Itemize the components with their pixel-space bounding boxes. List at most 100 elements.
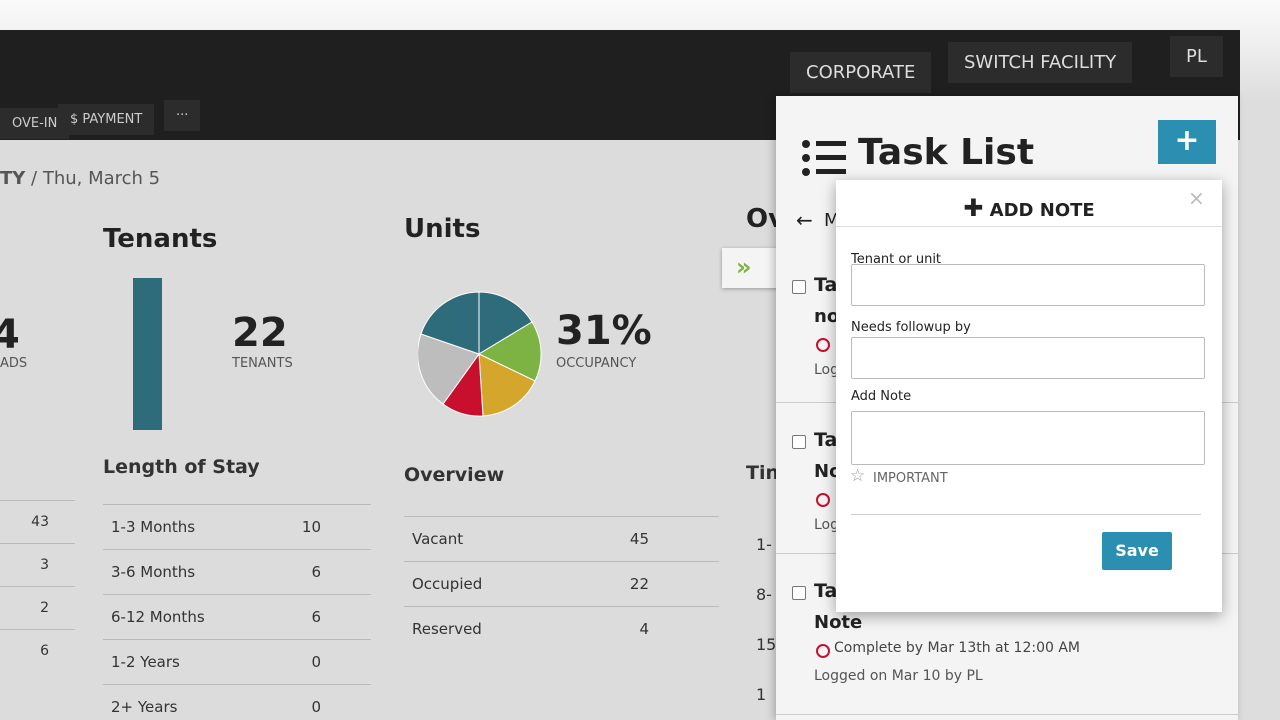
due-icon <box>816 493 830 507</box>
overview-title: Overview <box>404 464 505 486</box>
table-row: 6-12 Months 6 <box>103 594 371 639</box>
important-label[interactable]: IMPORTANT <box>873 471 948 486</box>
table-row: 2+ Years 0 <box>103 684 371 720</box>
filter-label: M <box>824 210 840 231</box>
back-arrow[interactable]: ← <box>796 208 813 232</box>
fourth-table: 1- 8- 15 1 <box>756 520 786 720</box>
divider <box>851 514 1201 515</box>
stay-title: Length of Stay <box>103 456 260 478</box>
user-button[interactable]: PL <box>1170 36 1223 77</box>
note-label: Add Note <box>851 389 912 404</box>
table-row: 1 <box>756 685 767 704</box>
row-label: Reserved <box>412 620 482 638</box>
table-row: 15 <box>756 635 777 654</box>
task-checkbox[interactable] <box>792 280 806 294</box>
table-row: Reserved 4 <box>404 606 719 651</box>
table-row: 3-6 Months 6 <box>103 549 371 594</box>
occupancy-label: OCCUPANCY <box>556 356 637 371</box>
row-value: 6 <box>40 643 49 659</box>
task-list-title: Task List <box>858 132 1035 173</box>
row-value: 4 <box>639 620 649 638</box>
due-icon <box>816 338 830 352</box>
tenant-label: Tenant or unit <box>851 252 942 267</box>
stay-table: 1-3 Months 10 3-6 Months 6 6-12 Months 6 1-2 Y… <box>103 504 371 720</box>
dashboard <box>0 140 790 720</box>
task-due: Complete by Mar 13th at 12:00 AM <box>834 640 1081 656</box>
date: / Thu, March 5 <box>31 168 161 189</box>
pie-slice <box>478 291 533 355</box>
move-in-button[interactable]: OVE-IN <box>0 108 70 139</box>
row-value: 0 <box>311 653 321 671</box>
payment-button[interactable]: $ PAYMENT <box>58 104 155 135</box>
occupancy-value: 31% <box>556 308 652 354</box>
plus-icon: ✚ <box>963 194 984 222</box>
corporate-button[interactable]: CORPORATE <box>790 52 932 93</box>
task-title: Ta <box>814 429 838 451</box>
table-row: 6 <box>0 629 75 672</box>
tenants-title: Tenants <box>103 224 218 254</box>
table-row: 3 <box>0 543 75 586</box>
add-task-button[interactable]: + <box>1158 120 1216 164</box>
leads-count: 4 <box>0 312 20 358</box>
row-value: 45 <box>629 530 649 548</box>
due-icon <box>816 644 830 658</box>
table-row: 43 <box>0 500 75 543</box>
units-title: Units <box>404 214 481 244</box>
popup-title: ADD NOTE <box>989 200 1095 221</box>
task-checkbox[interactable] <box>792 435 806 449</box>
row-value: 0 <box>311 698 321 716</box>
tenants-bar <box>133 278 162 430</box>
row-value: 22 <box>629 575 649 593</box>
row-value: 3 <box>40 557 49 573</box>
row-label: Vacant <box>412 530 464 548</box>
row-value: 6 <box>311 563 321 581</box>
panel-toggle[interactable]: » <box>722 248 782 288</box>
table-row: 1- <box>756 535 772 554</box>
task-type: no <box>814 306 840 327</box>
task-title: Ta <box>814 274 838 296</box>
breadcrumb: TY / Thu, March 5 <box>0 168 160 189</box>
pie-slice <box>418 333 480 405</box>
note-input[interactable] <box>851 411 1205 465</box>
task-type: Note <box>814 612 863 633</box>
important-star[interactable]: ☆ <box>850 466 866 486</box>
more-button[interactable]: ··· <box>164 100 201 131</box>
task-logged: Logged on Mar 10 by PL <box>814 668 983 684</box>
leads-label: ADS <box>0 356 28 371</box>
table-row: 2 <box>0 586 75 629</box>
row-label: Occupied <box>412 575 483 593</box>
tenants-label: TENANTS <box>232 356 293 371</box>
followup-input[interactable] <box>851 337 1205 379</box>
facility-name: TY <box>0 168 26 189</box>
fourth-subtitle: Tin <box>746 462 779 484</box>
leads-table: 43 3 2 6 <box>0 500 75 672</box>
table-row: Occupied 22 <box>404 561 719 606</box>
pie-slice <box>420 291 480 355</box>
row-value: 10 <box>301 518 321 536</box>
row-label: 1-2 Years <box>111 653 180 671</box>
units-pie <box>418 291 542 417</box>
save-button[interactable]: Save <box>1102 532 1172 570</box>
tenants-count: 22 <box>232 310 288 356</box>
list-icon <box>802 140 846 176</box>
task-logged: Log <box>814 362 840 378</box>
row-label: 1-3 Months <box>111 518 196 536</box>
row-label: 3-6 Months <box>111 563 196 581</box>
row-value: 2 <box>40 600 49 616</box>
switch-facility-button[interactable]: SWITCH FACILITY <box>948 42 1133 83</box>
popup-header: ✚ ADD NOTE <box>836 194 1222 222</box>
pie-slice <box>478 353 536 417</box>
tenant-input[interactable] <box>851 264 1205 306</box>
table-row: Vacant 45 <box>404 516 719 561</box>
followup-label: Needs followup by <box>851 320 971 335</box>
table-row: 1-2 Years 0 <box>103 639 371 684</box>
row-value: 43 <box>31 514 49 530</box>
task-checkbox[interactable] <box>792 586 806 600</box>
row-label: 6-12 Months <box>111 608 205 626</box>
table-row: 8- <box>756 585 772 604</box>
row-value: 6 <box>311 608 321 626</box>
close-button[interactable]: × <box>1188 186 1205 210</box>
pie-slice <box>477 321 542 382</box>
